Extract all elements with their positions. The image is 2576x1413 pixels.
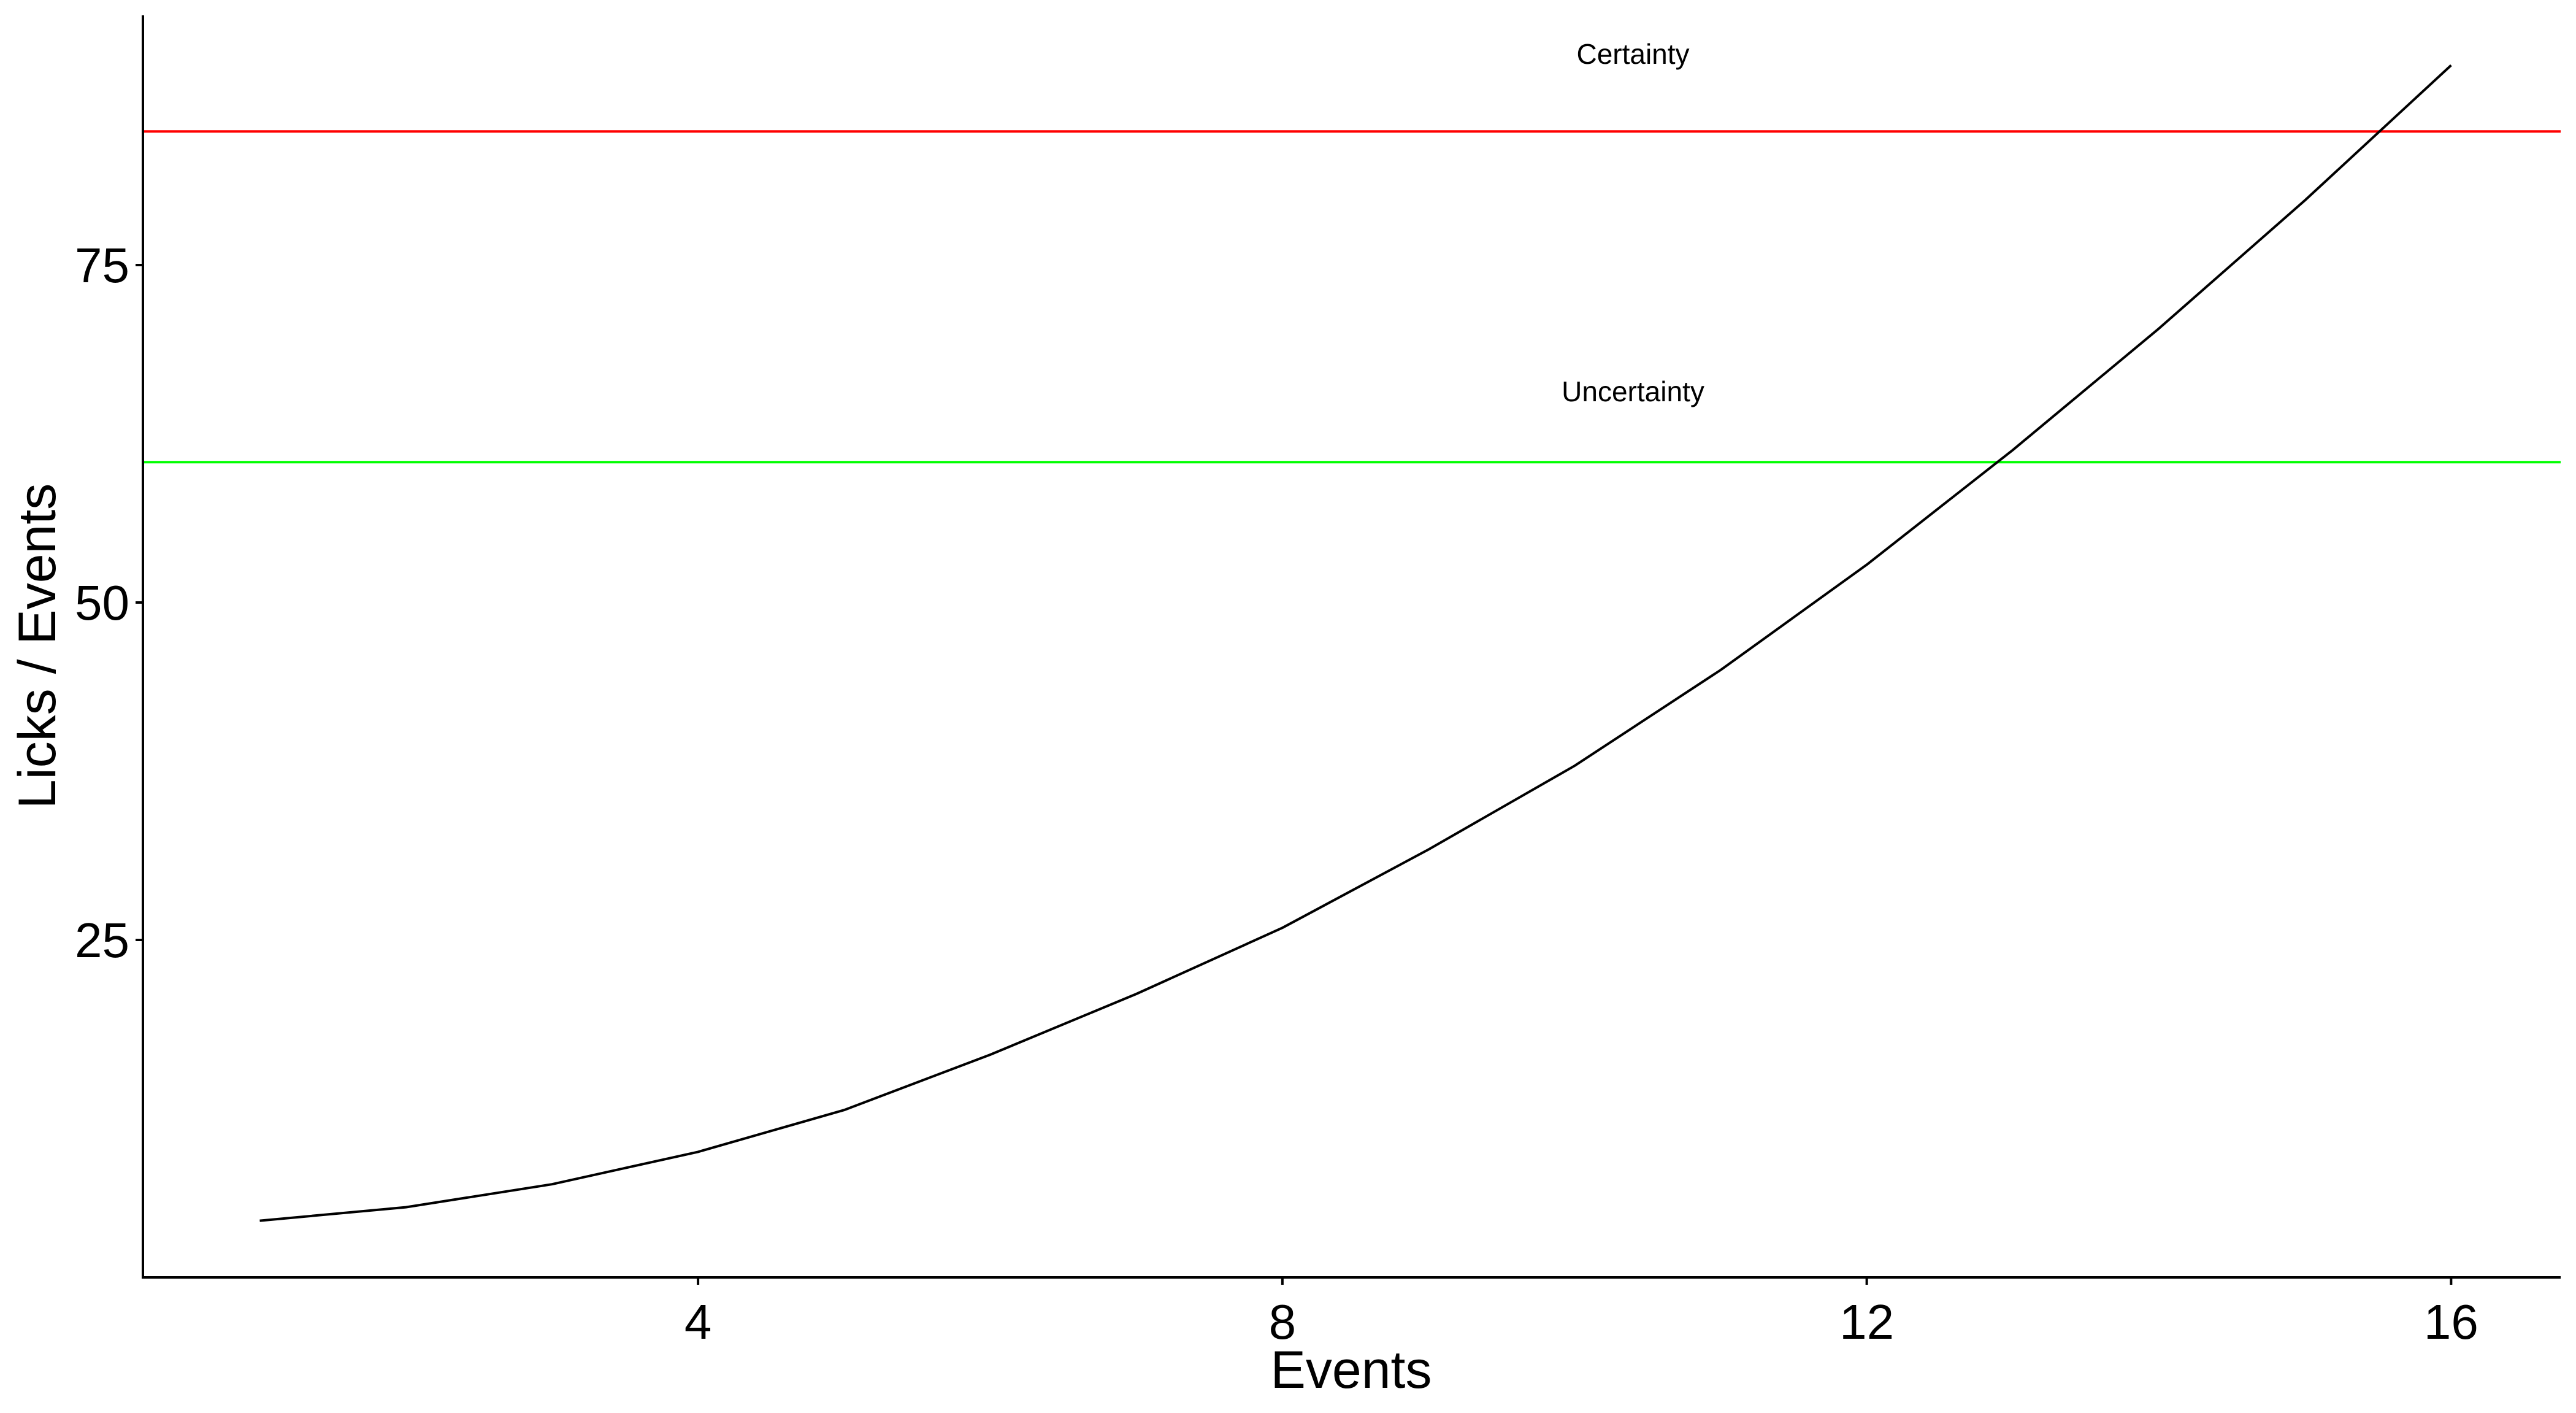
annotation-uncertainty: Uncertainty [1562, 375, 1704, 407]
x-tick-label: 4 [684, 1295, 712, 1349]
x-tick-label: 8 [1269, 1295, 1297, 1349]
x-axis-ticks: 4 8 12 16 [684, 1277, 2478, 1349]
series-layer [259, 64, 2452, 1222]
series-line-0 [259, 64, 2452, 1222]
x-axis-title: Events [1271, 1341, 1432, 1400]
y-tick-label: 50 [75, 576, 129, 630]
annotations: Certainty Uncertainty [1562, 38, 1704, 407]
x-tick-label: 12 [1839, 1295, 1894, 1349]
annotation-certainty: Certainty [1576, 38, 1689, 70]
y-axis-title: Licks / Events [8, 483, 67, 809]
y-tick-label: 75 [75, 238, 129, 293]
y-tick-label: 25 [75, 913, 129, 968]
y-axis-ticks: 25 50 75 [75, 238, 143, 968]
x-tick-label: 16 [2424, 1295, 2478, 1349]
plot-area: Certainty Uncertainty [143, 38, 2561, 1222]
reference-lines [143, 130, 2561, 464]
